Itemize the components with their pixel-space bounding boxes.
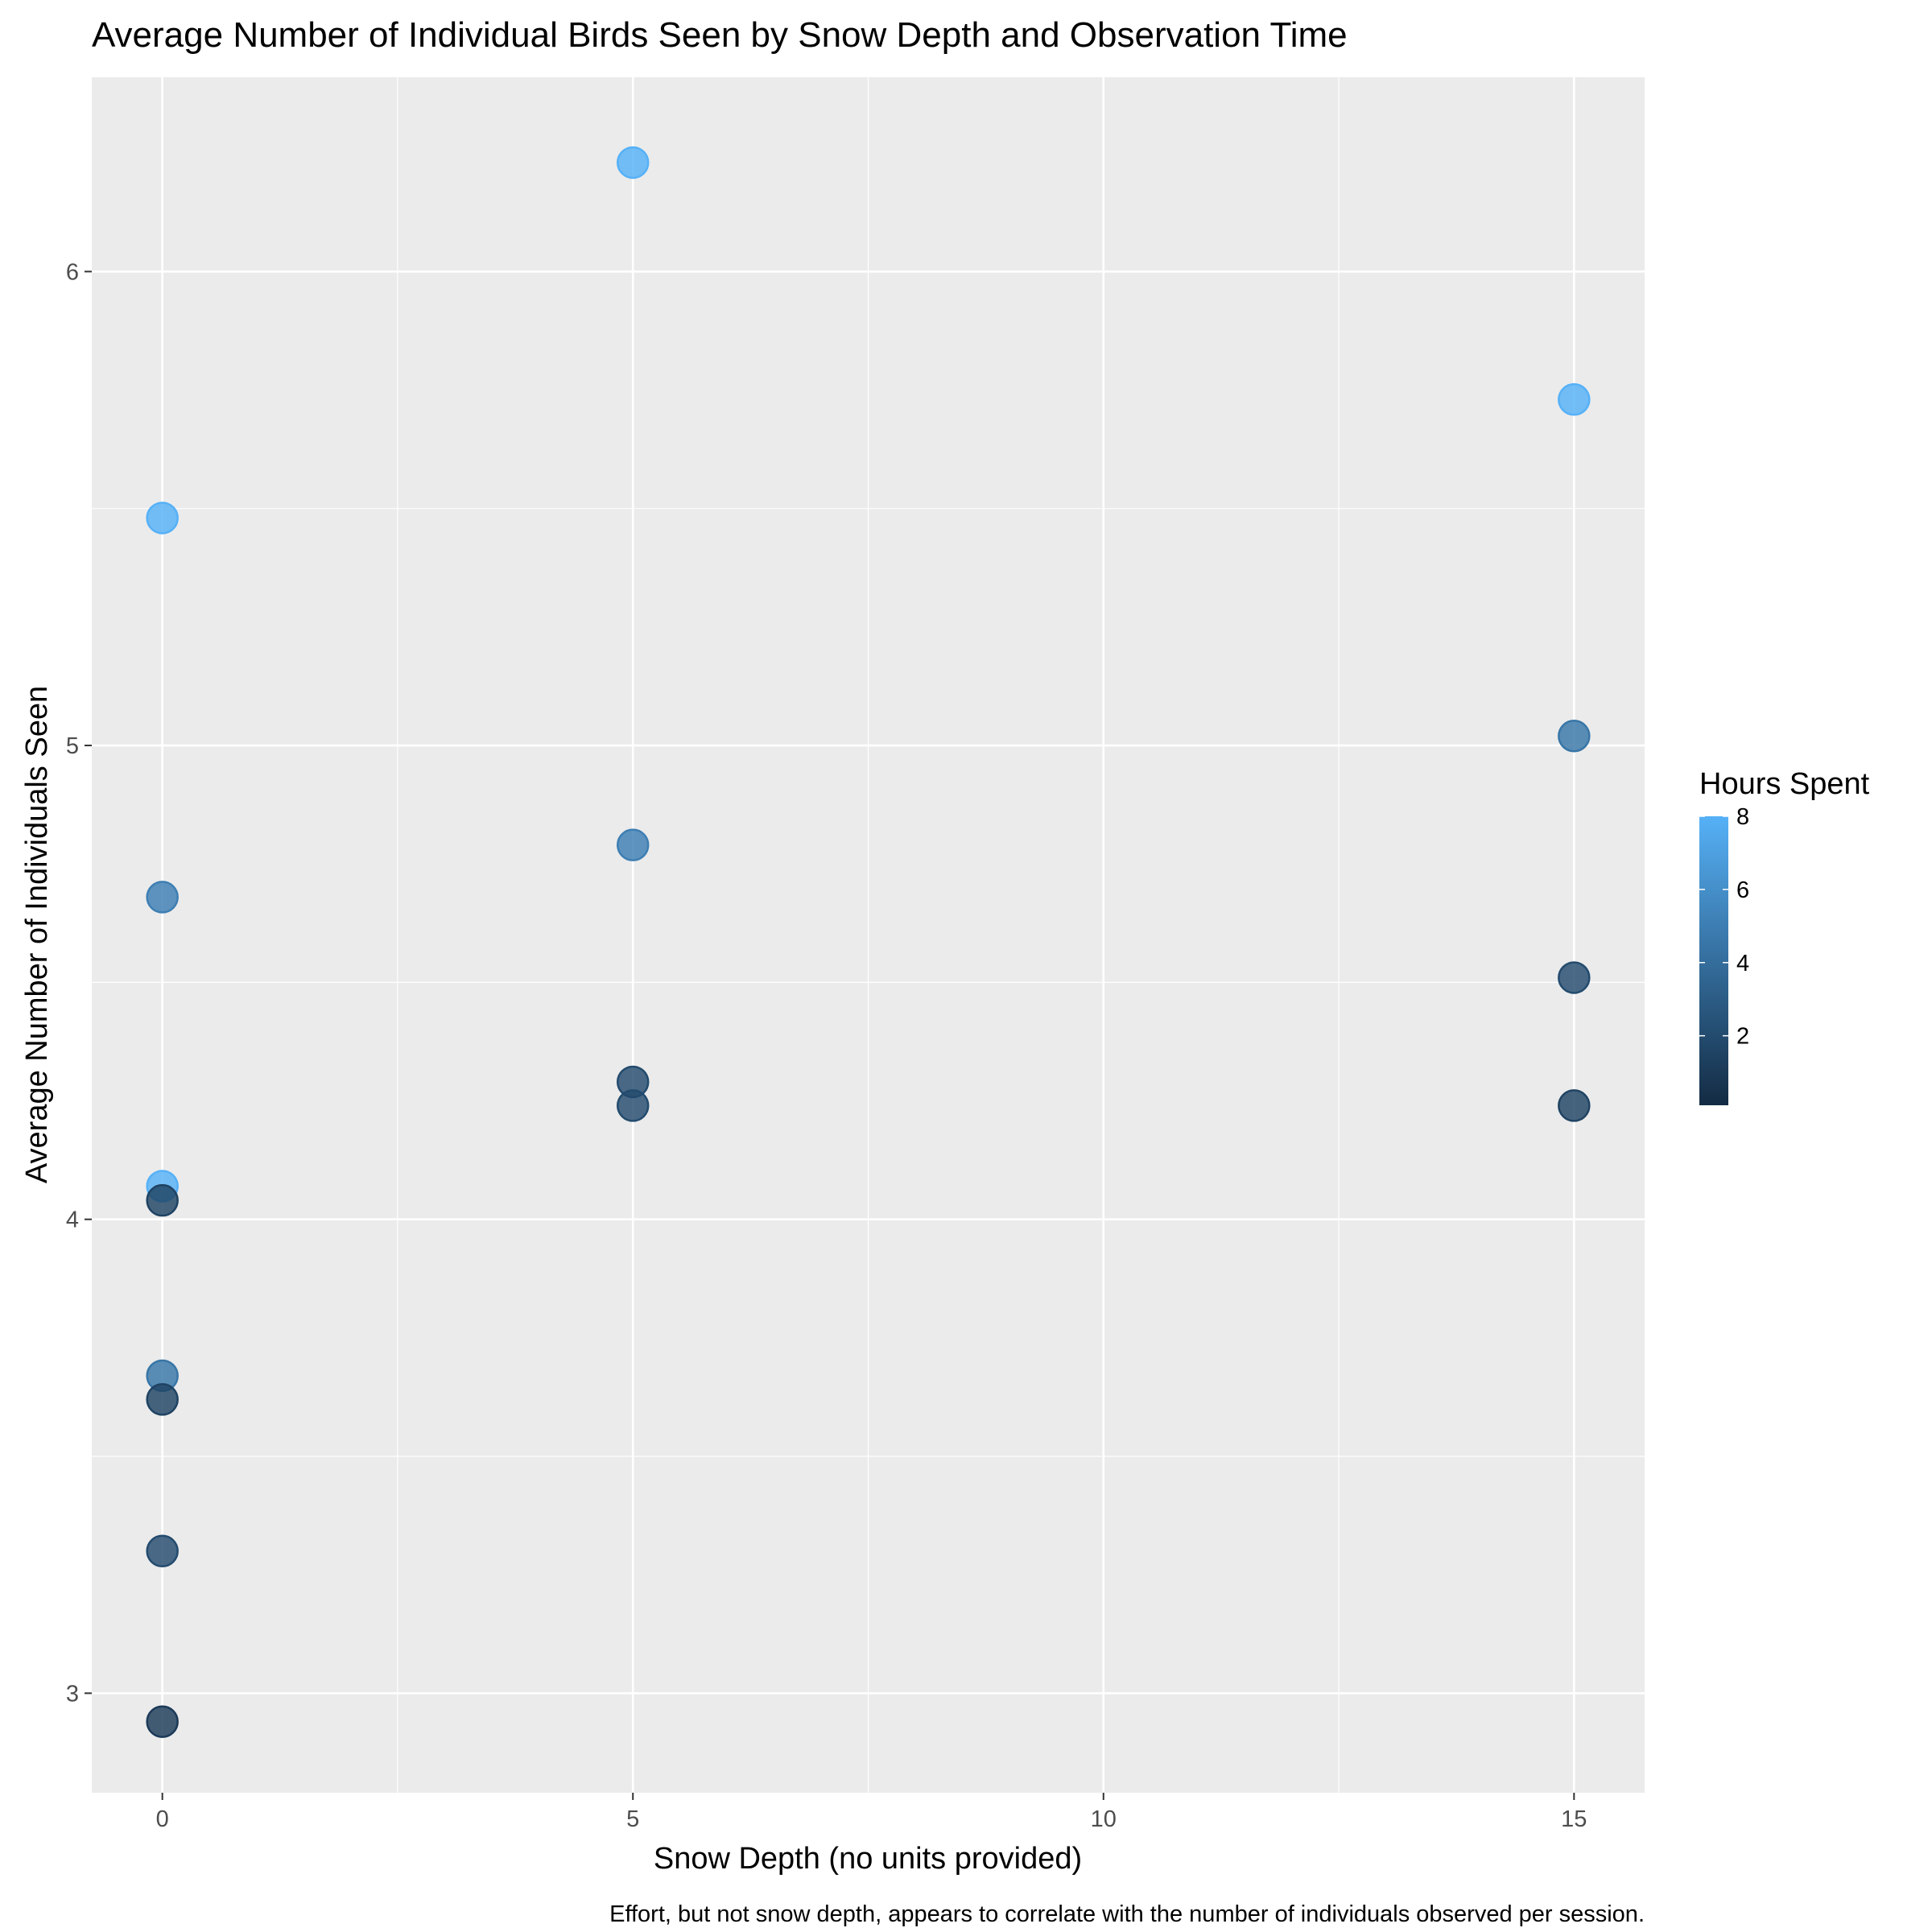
legend-ticks: 2 4 6 8 [1699, 804, 1749, 1050]
legend-title: Hours Spent [1699, 767, 1870, 801]
legend-colorbar [1699, 816, 1728, 1105]
x-axis-title: Snow Depth (no units provided) [654, 1842, 1082, 1876]
y-tick-label: 4 [66, 1208, 79, 1233]
y-axis-title: Average Number of Individuals Seen [20, 686, 54, 1183]
data-point [616, 146, 650, 180]
data-point [616, 1089, 650, 1122]
x-tick-label: 0 [156, 1806, 169, 1832]
data-point [1558, 1089, 1591, 1122]
data-point [146, 502, 179, 535]
y-tick-label: 6 [66, 259, 79, 285]
data-points [146, 146, 1591, 1738]
y-tick-label: 3 [66, 1681, 79, 1707]
data-point [1558, 383, 1591, 416]
legend-tick-label: 2 [1736, 1024, 1749, 1050]
data-point [616, 828, 650, 861]
data-point [146, 1534, 179, 1568]
x-tick-label: 10 [1091, 1806, 1117, 1832]
legend-tick-label: 4 [1736, 951, 1749, 976]
legend-tick-label: 6 [1736, 877, 1749, 903]
legend-tick-label: 8 [1736, 804, 1749, 830]
major-gridlines [92, 77, 1645, 1793]
data-point [146, 1183, 179, 1217]
chart-caption: Effort, but not snow depth, appears to c… [609, 1901, 1645, 1927]
minor-gridlines [92, 77, 1645, 1793]
data-point [1558, 961, 1591, 994]
data-point [146, 1705, 179, 1738]
data-point [146, 881, 179, 914]
x-tick-label: 15 [1561, 1806, 1587, 1832]
data-point [1558, 720, 1591, 753]
data-point [146, 1383, 179, 1416]
color-legend: Hours Spent 2 4 6 8 [1699, 767, 1870, 1105]
x-tick-label: 5 [626, 1806, 639, 1832]
x-axis: 0 5 10 15 [156, 1793, 1587, 1832]
y-axis: 3 4 5 6 [66, 259, 92, 1707]
chart-title: Average Number of Individual Birds Seen … [92, 15, 1348, 55]
y-tick-label: 5 [66, 733, 79, 759]
